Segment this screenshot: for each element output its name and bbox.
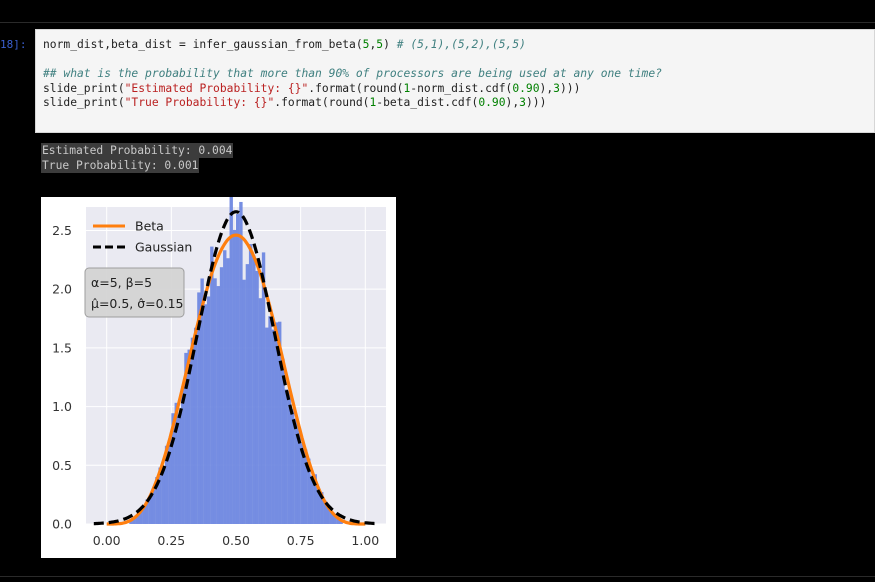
histogram-bar — [206, 296, 211, 524]
histogram-bar — [303, 449, 308, 524]
histogram-bar — [284, 389, 288, 524]
histogram-bar — [297, 428, 301, 524]
bottom-divider — [0, 576, 875, 577]
histogram-bar — [290, 409, 295, 524]
histogram-bar — [255, 270, 259, 524]
histogram-bar — [236, 214, 240, 525]
histogram-bar — [197, 292, 201, 524]
histogram-bar — [190, 337, 195, 524]
histogram-bar — [158, 467, 162, 524]
histogram-bar — [252, 255, 256, 524]
histogram-bar — [164, 445, 169, 524]
histogram-bar — [203, 304, 208, 524]
histogram-bar — [155, 477, 159, 524]
histogram-bar — [193, 327, 198, 524]
histogram-bar — [132, 517, 136, 524]
histogram-bar — [313, 474, 317, 524]
histogram-bar — [210, 246, 214, 525]
histogram-bar — [336, 517, 340, 524]
histogram-bar — [323, 500, 327, 524]
legend-gaussian-label: Gaussian — [135, 240, 192, 255]
x-tick-label: 0.75 — [287, 533, 315, 548]
histogram-bar — [223, 250, 227, 524]
histogram-bar — [287, 391, 292, 524]
y-tick-label: 0.5 — [52, 458, 72, 473]
histogram-bar — [294, 418, 298, 524]
code-cell[interactable]: norm_dist,beta_dist = infer_gaussian_fro… — [35, 29, 875, 133]
histogram-bar — [310, 475, 314, 524]
cell-prompt: 18]: — [0, 38, 27, 51]
histogram-bar — [281, 358, 285, 524]
histogram-bar — [145, 499, 149, 524]
x-tick-label: 0.25 — [157, 533, 185, 548]
histogram-bar — [187, 349, 191, 524]
histogram-bar — [135, 515, 140, 524]
histogram-bar — [242, 279, 246, 524]
code-line-4: slide_print("Estimated Probability: {}".… — [43, 81, 581, 95]
histogram-bar — [177, 415, 182, 524]
histogram-bar — [268, 316, 272, 524]
annotation-params: α=5, β=5 — [91, 275, 152, 290]
y-tick-label: 0.0 — [52, 517, 72, 532]
annotation-box — [84, 267, 185, 318]
histogram-bar — [200, 278, 204, 524]
histogram-bar — [239, 201, 243, 524]
histogram-bar — [300, 443, 305, 524]
histogram-bar — [274, 322, 279, 524]
code-line-5: slide_print("True Probability: {}".forma… — [43, 96, 547, 109]
output-true: True Probability: 0.001 — [41, 158, 200, 173]
code-comment: ## what is the probability that more tha… — [43, 67, 662, 80]
top-divider — [0, 22, 875, 23]
histogram-bar — [326, 506, 330, 524]
histogram-bar — [161, 469, 166, 524]
plot-svg: 0.00 0.25 0.50 0.75 1.00 0.0 0.5 1.0 1.5 2.0 2.5 Be… — [52, 196, 386, 548]
plot-figure: 0.00 0.25 0.50 0.75 1.00 0.0 0.5 1.0 1.5 2.0 2.5 Be… — [41, 196, 396, 558]
histogram-bar — [271, 329, 275, 524]
legend-beta-label: Beta — [135, 219, 164, 234]
histogram-bar — [174, 402, 178, 524]
histogram-bar — [232, 229, 237, 525]
x-tick-label: 0.00 — [93, 533, 121, 548]
histogram-bar — [148, 497, 153, 524]
histogram-bar — [184, 352, 188, 524]
y-tick-label: 1.5 — [52, 340, 72, 355]
histogram-bar — [226, 258, 230, 524]
histogram-bar — [265, 327, 269, 524]
histogram-bar — [181, 386, 185, 524]
gaussian-curve — [93, 210, 379, 526]
histogram-bar — [278, 321, 282, 524]
histogram-bar — [229, 196, 233, 524]
code-line-blank — [43, 53, 867, 68]
annotation-estimates: μ̂=0.5, σ̂=0.15 — [91, 296, 183, 311]
histogram-bar — [151, 489, 156, 524]
y-tick-label: 2.0 — [52, 282, 72, 297]
histogram-bar — [213, 278, 217, 524]
histogram-bar — [332, 515, 337, 524]
histogram-bar — [216, 286, 220, 524]
code-line-1: norm_dist,beta_dist = infer_gaussian_fro… — [43, 38, 526, 51]
x-tick-label: 0.50 — [222, 533, 250, 548]
histogram-bar — [329, 511, 334, 524]
histogram-bar — [139, 510, 143, 524]
histogram-bar — [261, 252, 266, 524]
histogram-bar — [171, 413, 175, 524]
histogram-bar — [142, 506, 146, 524]
cell-output: Estimated Probability: 0.004 True Probab… — [41, 143, 234, 173]
x-tick-label: 1.00 — [351, 533, 379, 548]
histogram-bar — [168, 439, 172, 524]
y-tick-label: 1.0 — [52, 399, 72, 414]
histogram-bar — [248, 244, 253, 524]
histogram-bar — [316, 488, 321, 524]
output-estimated: Estimated Probability: 0.004 — [41, 143, 234, 158]
histogram-bar — [320, 492, 324, 524]
y-tick-label: 2.5 — [52, 223, 72, 238]
histogram-bar — [245, 264, 250, 524]
histogram-bar — [258, 298, 263, 524]
histogram-bar — [307, 458, 311, 524]
histogram-bar — [219, 267, 224, 524]
